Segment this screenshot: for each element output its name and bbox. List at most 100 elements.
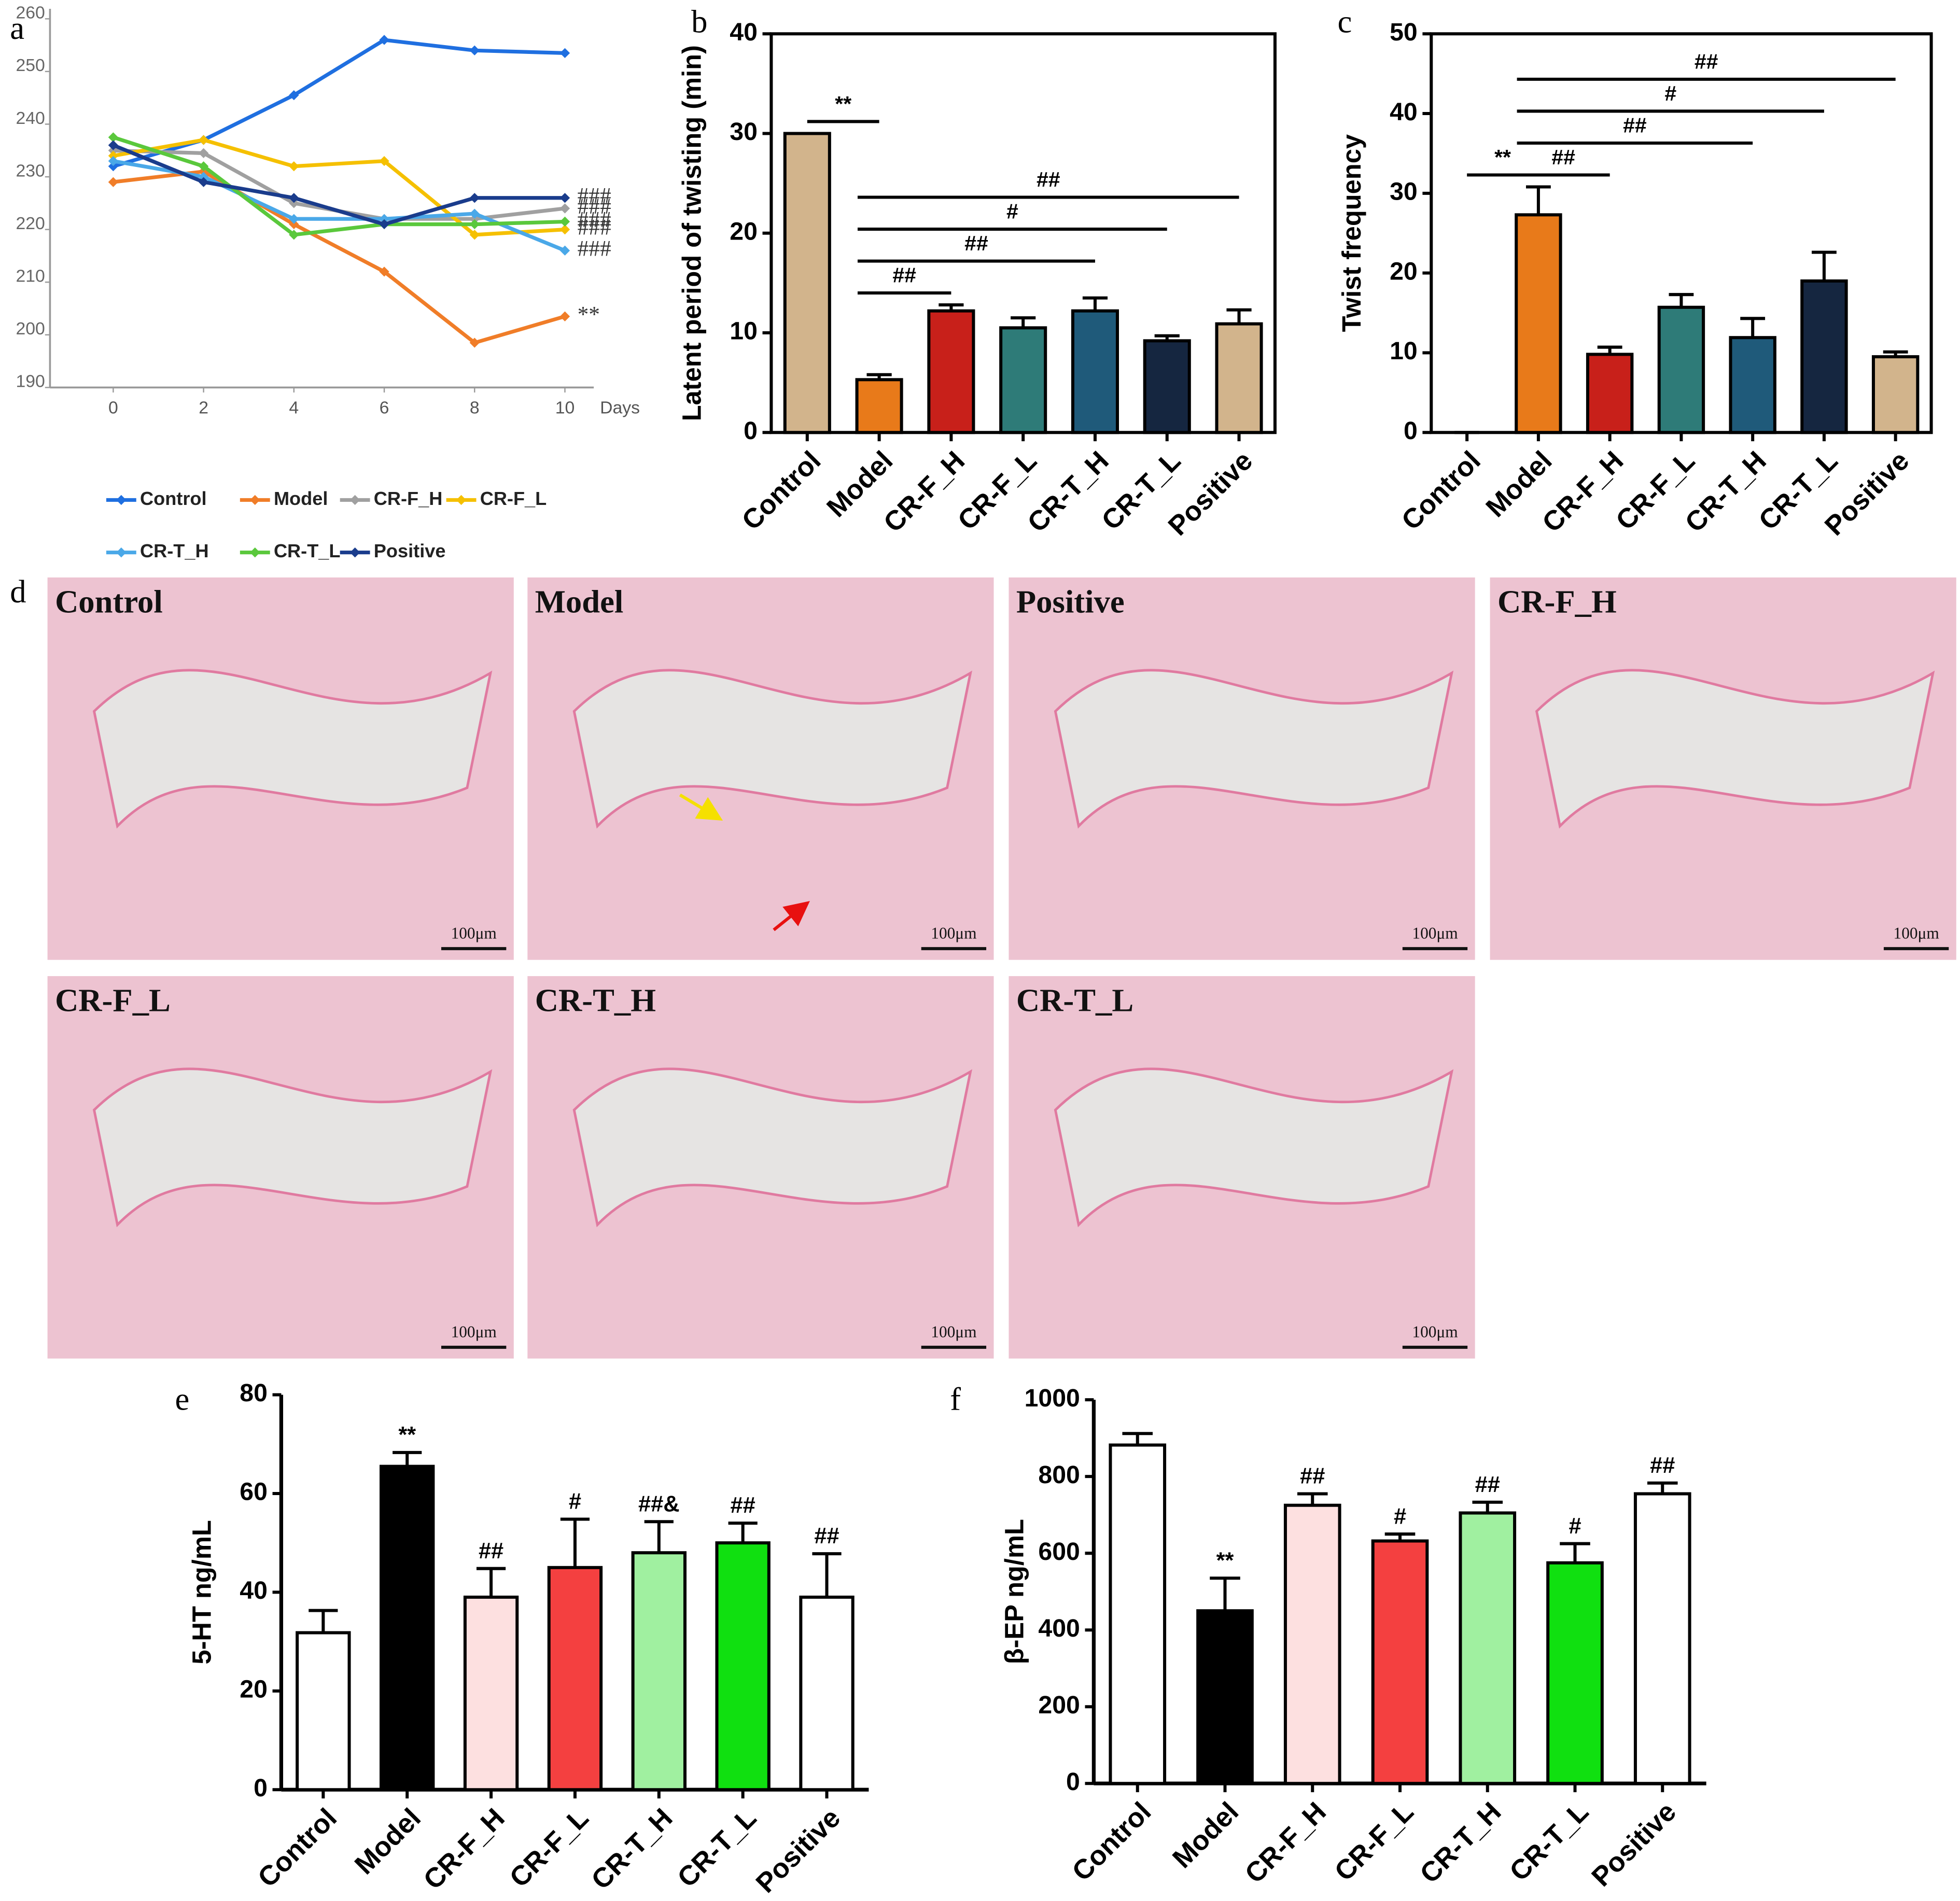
y-tick-label: 20 [1390, 257, 1418, 285]
x-tick-label: 10 [555, 398, 575, 417]
significance-label: ## [1300, 1464, 1325, 1489]
bar [1546, 1561, 1604, 1785]
significance-label: ## [892, 263, 916, 287]
x-tick-label: CR-T_H [585, 1803, 678, 1895]
x-tick-label: Control [252, 1803, 343, 1893]
bar [927, 309, 975, 434]
legend-marker [350, 547, 360, 558]
point [559, 245, 570, 256]
bar [715, 1541, 771, 1792]
x-tick-label: 6 [380, 398, 389, 417]
y-tick-label: 0 [1404, 417, 1418, 445]
point [379, 219, 389, 230]
y-tick-label: 210 [16, 266, 45, 286]
point [469, 208, 480, 219]
significance-label: # [1394, 1504, 1406, 1529]
significance-label: ** [1216, 1548, 1234, 1573]
point [108, 140, 119, 150]
point [559, 203, 570, 214]
series-line [113, 138, 565, 237]
y-tick-label: 30 [1390, 178, 1418, 206]
x-axis-label: Days [600, 398, 640, 417]
significance-label: # [1569, 1514, 1581, 1539]
arrow [679, 793, 723, 821]
point [559, 193, 570, 203]
series-line [113, 135, 565, 237]
y-tick-label: 250 [16, 55, 45, 75]
significance-label: ## [1551, 145, 1575, 169]
significance-label: ## [814, 1524, 839, 1548]
bar [463, 1595, 519, 1792]
image-label: Model [535, 583, 624, 619]
y-tick-label: 20 [240, 1675, 268, 1703]
series-line [113, 143, 565, 227]
legend-marker [456, 495, 467, 505]
bar [1800, 279, 1848, 434]
end-label: ### [578, 184, 611, 208]
legend-label: CR-F_H [374, 488, 443, 509]
bar [1515, 213, 1562, 434]
significance-label: ** [1494, 145, 1511, 169]
y-tick-label: 1000 [1025, 1384, 1080, 1412]
significance-label: ## [479, 1539, 503, 1564]
end-label: ### [578, 236, 611, 261]
panel-letter: a [10, 10, 24, 46]
scale-bar-label: 100μm [931, 924, 976, 942]
legend-marker [250, 547, 260, 558]
x-tick-label: 0 [108, 398, 118, 417]
significance-label: ## [1650, 1453, 1675, 1478]
image-label: CR-F_L [55, 982, 171, 1018]
scale-bar-label: 100μm [1412, 924, 1458, 942]
y-tick-label: 40 [1390, 98, 1418, 126]
image-label: Positive [1016, 583, 1125, 619]
bar [799, 1595, 855, 1792]
point [198, 148, 209, 159]
point [469, 337, 480, 348]
lumen [1535, 669, 1935, 829]
y-axis-label: Twist frequency [1337, 134, 1366, 332]
x-tick-label: Control [1066, 1796, 1157, 1887]
y-axis-label: Latent period of twisting (min) [677, 45, 706, 421]
point [379, 156, 389, 166]
y-tick-label: 40 [240, 1576, 268, 1604]
panel-letter: b [691, 4, 707, 40]
y-tick-label: 600 [1038, 1538, 1080, 1566]
micrograph: Positive 100μm [1009, 577, 1475, 960]
x-tick-label: Model [1167, 1796, 1244, 1874]
point [108, 132, 119, 143]
point [198, 177, 209, 187]
point [469, 193, 480, 203]
x-tick-label: 4 [289, 398, 299, 417]
bar [783, 132, 831, 434]
point [198, 161, 209, 172]
significance-label: ** [398, 1423, 416, 1447]
point [289, 161, 299, 172]
y-tick-label: 400 [1038, 1614, 1080, 1642]
lumen [572, 669, 972, 829]
legend-label: CR-T_H [140, 540, 209, 561]
panel-letter: d [10, 573, 26, 610]
lumen [92, 1067, 493, 1228]
significance-label: ##& [638, 1491, 680, 1516]
scale-bar-label: 100μm [931, 1323, 976, 1341]
scale-bar-label: 100μm [1412, 1323, 1458, 1341]
x-tick-label: CR-F_H [1239, 1796, 1332, 1889]
x-tick-label: Control [1396, 445, 1487, 536]
significance-label: ## [1623, 113, 1647, 137]
x-tick-label: 2 [199, 398, 208, 417]
significance-label: # [569, 1489, 581, 1514]
x-tick-label: Positive [750, 1803, 846, 1898]
y-tick-label: 240 [16, 108, 45, 128]
legend-label: Model [274, 488, 328, 509]
x-tick-label: CR-F_H [878, 445, 971, 538]
bar [380, 1465, 435, 1792]
bar [1071, 309, 1119, 434]
point [559, 216, 570, 227]
significance-label: ## [1037, 167, 1060, 191]
point [379, 214, 389, 224]
y-tick-label: 50 [1390, 18, 1418, 46]
y-tick-label: 60 [240, 1478, 268, 1506]
y-tick-label: 0 [744, 417, 758, 445]
